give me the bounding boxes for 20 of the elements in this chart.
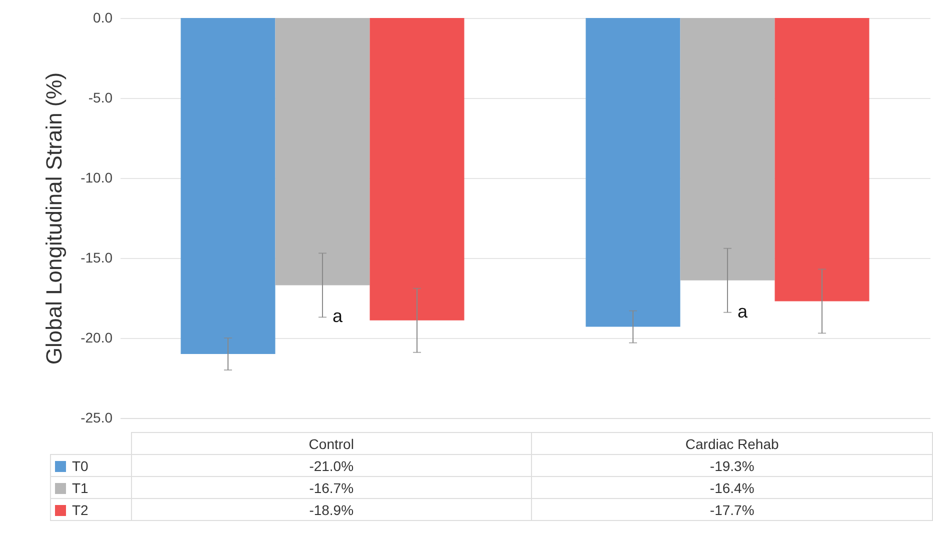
y-tick-label: -15.0 [80,250,113,266]
data-label: -16.4% [532,476,932,498]
y-tick-label: -20.0 [80,330,113,346]
legend-label: T0 [50,454,132,476]
data-label: -19.3% [532,454,932,476]
legend-label: T1 [50,476,132,498]
data-label: -21.0% [131,454,532,476]
legend-label: T2 [50,498,132,520]
x-tick-label: Control [131,432,532,454]
y-tick-label: -5.0 [88,90,113,106]
y-tick-label: -10.0 [80,170,113,186]
x-tick-label: Cardiac Rehab [532,432,932,454]
annotation: a [738,301,748,322]
y-tick-label: 0.0 [93,10,113,26]
y-axis-title: Global Longitudinal Strain (%) [42,72,67,365]
y-tick-label: -25.0 [80,410,113,426]
data-label: -17.7% [532,498,932,520]
data-label: -18.9% [131,498,532,520]
annotation: a [332,306,344,326]
data-label: -16.7% [131,476,532,498]
